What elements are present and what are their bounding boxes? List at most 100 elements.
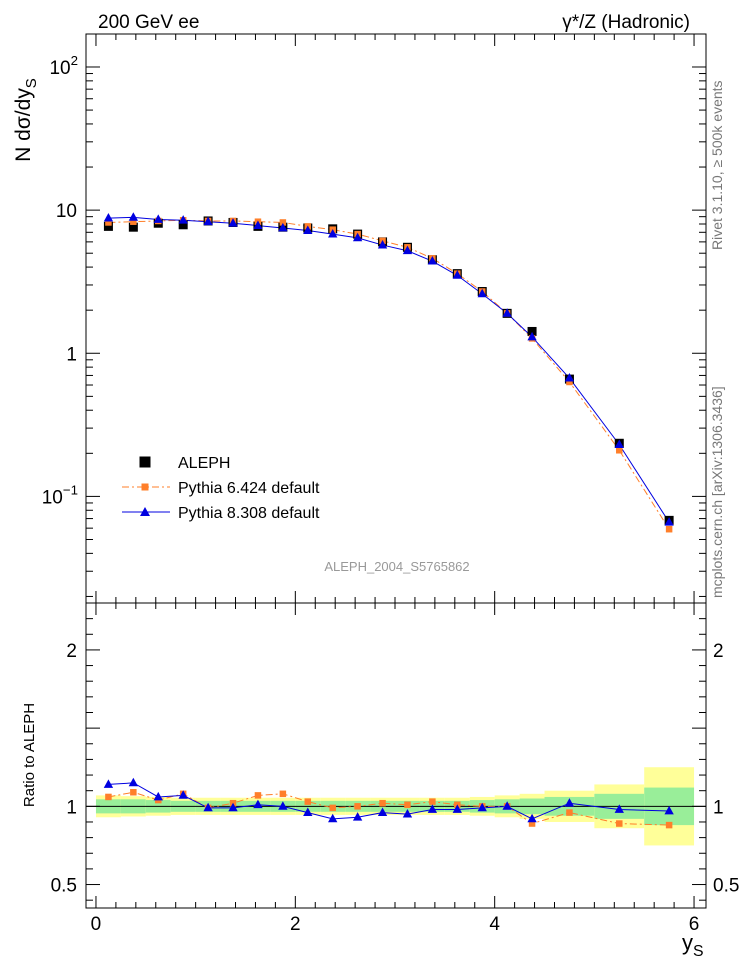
ratio-point-2-4: [203, 802, 213, 812]
ratio-point-1-6: [254, 792, 262, 799]
data-point-1-18: [566, 378, 573, 386]
data-point-1-1: [130, 218, 137, 225]
series-markers: [103, 212, 674, 829]
legend-marker-2: [140, 507, 150, 516]
ratio-point-1-9: [329, 804, 336, 812]
ratio-point-2-17: [527, 813, 537, 823]
data-point-1-0: [105, 219, 112, 226]
data-point-0-0: [103, 221, 113, 231]
data-point-2-19: [614, 439, 624, 449]
data-point-2-2: [153, 214, 163, 223]
header-left: 200 GeV ee: [98, 12, 199, 33]
ratio-point-1-11: [379, 799, 386, 807]
main-y-tick-label-0-base: 10: [42, 487, 63, 508]
main-y-axis-label: N dσ/dyS: [12, 78, 40, 162]
main-y-axis-label-sub: S: [23, 78, 40, 88]
ratio-y-axis-label: Ratio to ALEPH: [21, 703, 38, 807]
data-point-2-0: [103, 212, 114, 222]
ratio-point-2-19: [614, 804, 624, 813]
data-point-2-13: [427, 256, 438, 265]
data-point-2-20: [664, 517, 674, 526]
series-line-main-2: [108, 216, 670, 523]
main-y-tick-label-1: 1: [66, 344, 77, 365]
ratio-point-1-7: [279, 790, 287, 798]
data-point-2-12: [402, 245, 413, 255]
plot-frames: [85, 33, 707, 909]
data-point-0-3: [178, 220, 188, 230]
ratio-y-tick-label-left: 1: [66, 797, 77, 818]
legend-label-1: Pythia 6.424 default: [178, 480, 320, 497]
watermark: ALEPH_2004_S5765862: [324, 559, 469, 574]
ratio-plot-frame: [85, 602, 707, 909]
main-y-tick-label-2: 10: [56, 201, 77, 222]
ratio-point-2-6: [253, 799, 263, 809]
ratio-point-1-13: [429, 798, 436, 805]
ratio-point-2-15: [477, 802, 487, 812]
data-point-2-1: [128, 212, 139, 221]
ratio-point-1-12: [404, 801, 411, 809]
ratio-point-1-19: [616, 820, 623, 827]
ratio-point-2-2: [153, 791, 163, 801]
ratio-point-2-20: [664, 805, 674, 815]
main-y-tick-label-3: 102: [49, 53, 78, 79]
ratio-point-2-13: [427, 804, 438, 813]
ratio-y-tick-label-right: 1: [713, 797, 724, 818]
data-point-2-7: [278, 222, 288, 232]
x-tick-label: 2: [290, 914, 301, 935]
x-axis-label: yS: [682, 930, 704, 960]
ratio-point-1-18: [566, 809, 573, 816]
ratio-point-1-20: [665, 821, 673, 829]
data-point-2-15: [477, 288, 487, 298]
ratio-point-2-14: [452, 804, 462, 813]
data-point-2-4: [203, 216, 213, 226]
legend-marker-1: [141, 483, 149, 491]
legend-marker-0: [139, 456, 151, 468]
side-label-bottom: mcplots.cern.ch [arXiv:1306.3436]: [709, 386, 725, 598]
data-point-0-17: [527, 326, 537, 336]
data-point-2-11: [377, 239, 388, 249]
data-point-2-5: [228, 218, 238, 227]
main-y-tick-label-3-base: 10: [49, 58, 70, 79]
data-point-2-8: [303, 225, 313, 234]
x-axis-label-sub: S: [693, 943, 704, 960]
ratio-point-2-5: [228, 802, 238, 812]
ratio-point-1-0: [105, 793, 112, 801]
legend-label-0: ALEPH: [178, 455, 230, 472]
data-point-1-7: [279, 219, 287, 226]
ratio-point-2-8: [303, 807, 313, 816]
legend-label-2: Pythia 8.308 default: [178, 505, 320, 522]
ratio-point-2-12: [402, 809, 413, 818]
ratio-point-1-10: [354, 803, 361, 810]
ratio-point-1-17: [528, 820, 536, 827]
ratio-point-1-1: [130, 789, 137, 796]
data-point-2-6: [253, 220, 263, 229]
ratio-point-2-1: [128, 777, 139, 787]
data-point-2-17: [527, 331, 537, 341]
x-tick-label: 4: [489, 914, 500, 935]
main-y-tick-label-0-exp: −1: [63, 482, 78, 497]
main-y-axis-label-base: N dσ/dy: [12, 88, 35, 162]
data-point-2-10: [352, 232, 363, 242]
x-tick-label: 0: [91, 914, 102, 935]
legend: ALEPH Pythia 6.424 default Pythia 8.308 de…: [122, 455, 320, 522]
x-tick-label: 6: [689, 914, 700, 935]
side-label-top: Rivet 3.1.10, ≥ 500k events: [709, 80, 725, 250]
header-right: γ*/Z (Hadronic): [562, 12, 690, 33]
x-axis-label-base: y: [682, 930, 693, 955]
ratio-point-2-0: [103, 779, 114, 788]
data-point-2-18: [564, 373, 575, 382]
ratio-uncertainty-bands: [86, 767, 706, 846]
data-point-2-14: [452, 270, 462, 279]
data-point-2-3: [178, 215, 188, 224]
ratio-y-tick-label-left: 0.5: [51, 876, 77, 897]
data-point-2-9: [328, 228, 338, 238]
data-point-0-1: [128, 222, 138, 232]
ratio-point-1-8: [304, 798, 312, 805]
main-y-tick-label-3-exp: 2: [71, 53, 78, 68]
ratio-point-2-18: [564, 798, 575, 807]
ratio-point-2-7: [278, 801, 288, 810]
ratio-point-2-10: [352, 812, 363, 821]
ratio-point-2-9: [328, 813, 338, 823]
